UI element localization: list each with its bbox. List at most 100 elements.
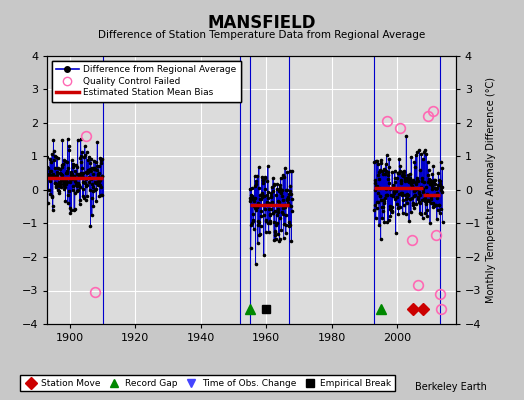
Point xyxy=(96,160,105,166)
Text: Berkeley Earth: Berkeley Earth xyxy=(416,382,487,392)
Point xyxy=(379,171,387,178)
Point xyxy=(374,161,382,168)
Point xyxy=(248,196,257,202)
Point xyxy=(397,179,405,186)
Point xyxy=(414,194,422,200)
Point xyxy=(83,157,92,163)
Point xyxy=(371,177,379,183)
Point xyxy=(62,170,70,176)
Point xyxy=(261,229,270,236)
Point xyxy=(72,162,81,168)
Point xyxy=(250,173,259,179)
Point xyxy=(97,173,106,179)
Point xyxy=(45,175,53,182)
Point xyxy=(44,165,52,172)
Point xyxy=(436,187,445,194)
Point xyxy=(384,172,392,178)
Point xyxy=(395,156,403,162)
Point xyxy=(59,179,68,185)
Text: Difference of Station Temperature Data from Regional Average: Difference of Station Temperature Data f… xyxy=(99,30,425,40)
Point xyxy=(394,170,402,176)
Point xyxy=(81,143,89,150)
Point xyxy=(423,172,432,178)
Point xyxy=(422,190,431,197)
Legend: Difference from Regional Average, Quality Control Failed, Estimated Station Mean: Difference from Regional Average, Qualit… xyxy=(52,60,241,102)
Point xyxy=(68,171,76,178)
Point xyxy=(426,180,434,187)
Point xyxy=(282,230,290,236)
Point xyxy=(278,209,286,215)
Point xyxy=(84,167,92,173)
Point xyxy=(285,202,293,208)
Point xyxy=(271,228,279,235)
Point xyxy=(49,203,57,210)
Point xyxy=(435,210,444,216)
Point xyxy=(395,170,403,176)
Point xyxy=(90,186,99,193)
Point xyxy=(81,180,90,186)
Point xyxy=(371,187,379,193)
Point xyxy=(380,166,388,172)
Point xyxy=(403,192,412,198)
Point xyxy=(83,170,92,176)
Point xyxy=(398,169,407,175)
Point xyxy=(396,203,404,210)
Point xyxy=(280,204,289,210)
Point xyxy=(63,159,71,166)
Point xyxy=(438,189,446,195)
Point xyxy=(433,185,441,192)
Point xyxy=(277,188,285,194)
Point xyxy=(373,183,381,190)
Point xyxy=(270,237,278,243)
Point xyxy=(422,201,431,207)
Point xyxy=(393,175,401,182)
Point xyxy=(53,187,62,193)
Point xyxy=(434,182,442,189)
Point xyxy=(381,194,389,201)
Point xyxy=(65,143,73,150)
Point xyxy=(94,178,102,184)
Point xyxy=(383,152,391,158)
Point xyxy=(414,188,423,195)
Point xyxy=(73,170,81,177)
Point xyxy=(422,151,430,157)
Point xyxy=(43,200,52,206)
Point xyxy=(95,177,104,184)
Point xyxy=(379,203,387,210)
Point xyxy=(279,205,288,211)
Point xyxy=(437,205,445,212)
Point xyxy=(60,186,69,193)
Point xyxy=(423,159,432,165)
Point xyxy=(88,164,96,171)
Point xyxy=(412,175,421,181)
Point xyxy=(256,223,265,229)
Point xyxy=(259,252,268,258)
Point xyxy=(256,196,265,202)
Point xyxy=(95,178,103,185)
Point xyxy=(378,204,387,211)
Point xyxy=(431,185,440,191)
Point xyxy=(406,171,414,177)
Point xyxy=(426,220,434,226)
Point xyxy=(272,186,281,192)
Point xyxy=(88,194,96,201)
Point xyxy=(391,196,399,202)
Point xyxy=(374,199,382,205)
Point xyxy=(56,178,64,184)
Point xyxy=(69,174,78,180)
Point xyxy=(51,184,60,190)
Point xyxy=(406,196,414,202)
Point xyxy=(46,190,54,197)
Point xyxy=(264,220,272,227)
Point xyxy=(257,174,266,180)
Point xyxy=(425,176,434,183)
Point xyxy=(401,211,410,217)
Point xyxy=(407,178,416,184)
Point xyxy=(273,212,281,218)
Point xyxy=(390,189,398,195)
Point xyxy=(398,190,407,196)
Point xyxy=(438,165,446,171)
Point xyxy=(372,215,380,222)
Point xyxy=(396,190,405,196)
Point xyxy=(274,209,282,216)
